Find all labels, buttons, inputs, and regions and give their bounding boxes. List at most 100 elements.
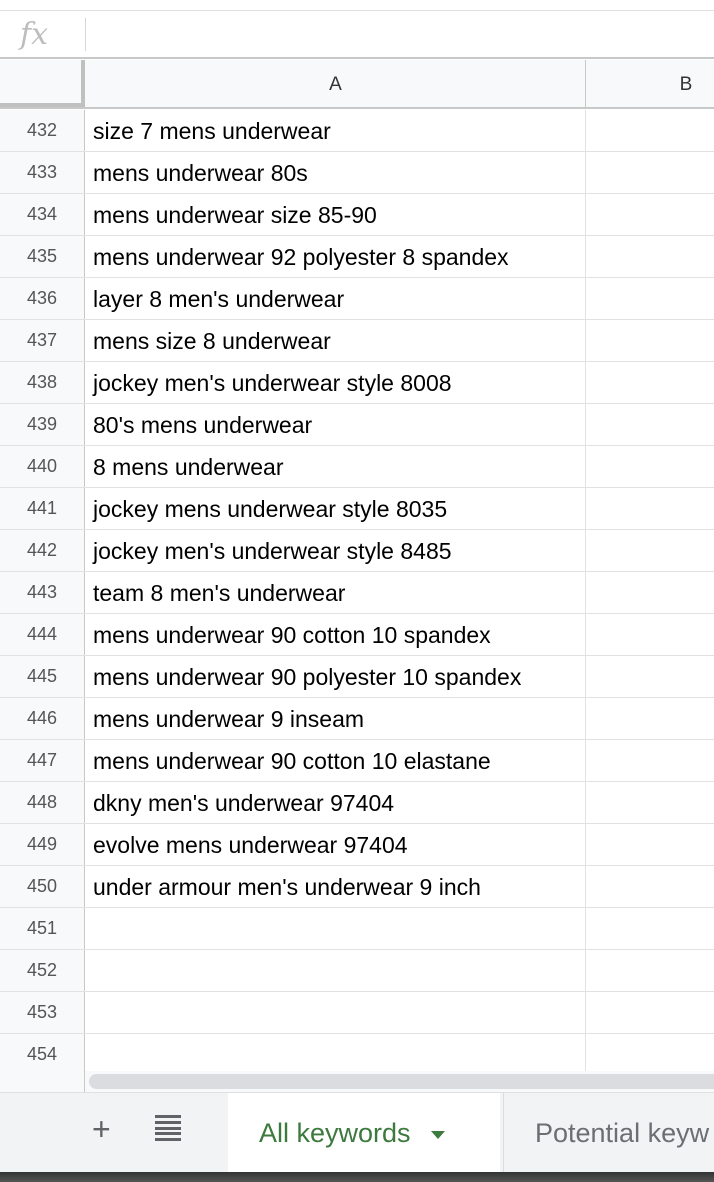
row-number[interactable]: 436 [0,278,85,319]
row-number[interactable]: 443 [0,572,85,613]
cell-b[interactable] [586,908,714,949]
row-number[interactable]: 447 [0,740,85,781]
cell-b[interactable] [586,950,714,991]
add-sheet-button[interactable]: + [92,1111,111,1147]
row-number[interactable]: 444 [0,614,85,655]
table-row: 447 mens underwear 90 cotton 10 elastane [0,740,714,782]
formula-input[interactable] [100,19,700,51]
cell-b[interactable] [586,614,714,655]
cell-b[interactable] [586,446,714,487]
tab-label: All keywords [259,1118,411,1148]
row-number[interactable]: 433 [0,152,85,193]
cell-b[interactable] [586,782,714,823]
row-number[interactable]: 435 [0,236,85,277]
formula-bar: fx [0,11,714,59]
cell-a[interactable]: jockey men's underwear style 8008 [86,362,586,403]
column-header-a[interactable]: A [86,60,586,107]
tab-all-keywords[interactable]: All keywords [228,1093,500,1173]
table-row: 443 team 8 men's underwear [0,572,714,614]
table-row: 451 [0,908,714,950]
cell-b[interactable] [586,740,714,781]
cell-b[interactable] [586,110,714,151]
scrollbar-spacer [0,1071,85,1092]
cell-a[interactable]: 8 mens underwear [86,446,586,487]
row-number[interactable]: 432 [0,110,85,151]
cell-b[interactable] [586,992,714,1033]
cell-a[interactable]: mens size 8 underwear [86,320,586,361]
window-bottom-edge [0,1172,714,1182]
cell-a[interactable]: jockey men's underwear style 8485 [86,530,586,571]
row-number[interactable]: 434 [0,194,85,235]
cell-a[interactable]: dkny men's underwear 97404 [86,782,586,823]
cell-a[interactable]: mens underwear 90 polyester 10 spandex [86,656,586,697]
cell-b[interactable] [586,824,714,865]
cell-b[interactable] [586,530,714,571]
select-all-corner[interactable] [0,60,85,107]
table-row: 435 mens underwear 92 polyester 8 spande… [0,236,714,278]
cell-b[interactable] [586,866,714,907]
cell-b[interactable] [586,236,714,277]
cell-a[interactable]: mens underwear 92 polyester 8 spandex [86,236,586,277]
cell-a[interactable]: mens underwear 9 inseam [86,698,586,739]
cell-a[interactable]: team 8 men's underwear [86,572,586,613]
cell-a[interactable]: under armour men's underwear 9 inch [86,866,586,907]
cell-a[interactable]: layer 8 men's underwear [86,278,586,319]
table-row: 448 dkny men's underwear 97404 [0,782,714,824]
cell-a[interactable]: mens underwear 90 cotton 10 spandex [86,614,586,655]
cell-b[interactable] [586,194,714,235]
column-header-b[interactable]: B [679,74,693,95]
caret-down-icon[interactable] [430,1130,445,1139]
table-row: 432 size 7 mens underwear [0,110,714,152]
cell-b[interactable] [586,362,714,403]
cell-b[interactable] [586,278,714,319]
table-row: 433 mens underwear 80s [0,152,714,194]
cell-b[interactable] [586,320,714,361]
table-row: 439 80's mens underwear [0,404,714,446]
table-row: 438 jockey men's underwear style 8008 [0,362,714,404]
table-row: 434 mens underwear size 85-90 [0,194,714,236]
cell-a[interactable]: evolve mens underwear 97404 [86,824,586,865]
cell-a[interactable]: jockey mens underwear style 8035 [86,488,586,529]
row-number[interactable]: 448 [0,782,85,823]
cell-b[interactable] [586,698,714,739]
row-number[interactable]: 453 [0,992,85,1033]
cell-b[interactable] [586,1034,714,1075]
row-number[interactable]: 438 [0,362,85,403]
cell-b[interactable] [586,572,714,613]
cell-b[interactable] [586,656,714,697]
cell-b[interactable] [586,488,714,529]
cell-a[interactable]: mens underwear 80s [86,152,586,193]
row-number[interactable]: 446 [0,698,85,739]
table-row: 440 8 mens underwear [0,446,714,488]
row-number[interactable]: 442 [0,530,85,571]
row-number[interactable]: 452 [0,950,85,991]
row-number[interactable]: 451 [0,908,85,949]
row-number[interactable]: 437 [0,320,85,361]
row-number[interactable]: 449 [0,824,85,865]
row-number[interactable]: 450 [0,866,85,907]
cell-a[interactable] [86,992,586,1033]
cell-a[interactable]: 80's mens underwear [86,404,586,445]
cell-a[interactable]: mens underwear size 85-90 [86,194,586,235]
tab-potential-keywords[interactable]: Potential keyw [503,1093,714,1173]
row-number[interactable]: 441 [0,488,85,529]
cell-a[interactable] [86,908,586,949]
table-row: 444 mens underwear 90 cotton 10 spandex [0,614,714,656]
cell-b[interactable] [586,152,714,193]
table-row: 453 [0,992,714,1034]
formula-separator [85,18,86,51]
cell-a[interactable] [86,950,586,991]
row-number[interactable]: 440 [0,446,85,487]
tab-label: Potential keyw [535,1118,710,1148]
row-number[interactable]: 445 [0,656,85,697]
row-number[interactable]: 454 [0,1034,85,1075]
cell-b[interactable] [586,404,714,445]
cell-a[interactable] [86,1034,586,1075]
table-row: 449 evolve mens underwear 97404 [0,824,714,866]
all-sheets-menu-icon[interactable] [155,1115,181,1141]
horizontal-scrollbar[interactable] [89,1074,714,1089]
row-number[interactable]: 439 [0,404,85,445]
table-row: 436 layer 8 men's underwear [0,278,714,320]
cell-a[interactable]: mens underwear 90 cotton 10 elastane [86,740,586,781]
cell-a[interactable]: size 7 mens underwear [86,110,586,151]
